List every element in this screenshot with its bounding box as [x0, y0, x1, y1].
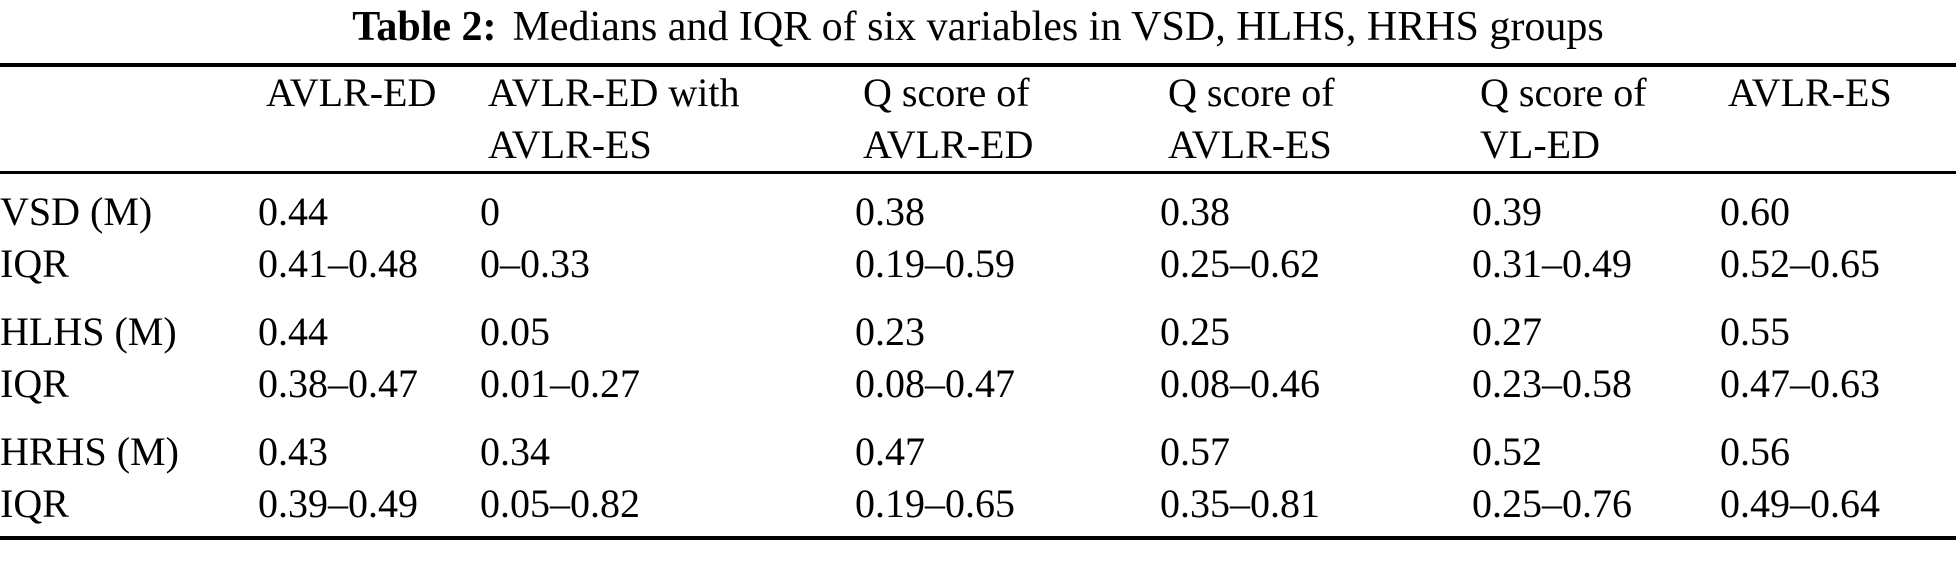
header-line2: VL-ED: [1480, 122, 1600, 167]
cell-value: 0.52–0.65: [1720, 241, 1880, 286]
row-label: HRHS (M): [0, 429, 179, 474]
cell-value: 0.44: [258, 309, 328, 354]
header-line2: AVLR-ES: [1168, 122, 1332, 167]
cell-value: 0.47–0.63: [1720, 361, 1880, 406]
cell-value: 0.38–0.47: [258, 361, 418, 406]
header-line1: AVLR-ED: [266, 70, 437, 115]
cell-value: 0.08–0.47: [855, 361, 1015, 406]
cell-value: 0.08–0.46: [1160, 361, 1320, 406]
cell-value: 0.05: [480, 309, 550, 354]
cell-value: 0.57: [1160, 429, 1230, 474]
cell-value: 0.19–0.65: [855, 481, 1015, 526]
cell-value: 0.44: [258, 189, 328, 234]
row-label: VSD (M): [0, 189, 153, 234]
cell-value: 0.38: [855, 189, 925, 234]
cell-value: 0.05–0.82: [480, 481, 640, 526]
column-header-qscore-avlr-es: Q score of AVLR-ES: [1160, 65, 1472, 174]
cell-value: 0.41–0.48: [258, 241, 418, 286]
column-header-qscore-vl-ed: Q score of VL-ED: [1472, 65, 1720, 174]
cell-value: 0.52: [1472, 429, 1542, 474]
caption-label: Table 2:: [352, 4, 497, 50]
cell-value: 0.27: [1472, 309, 1542, 354]
cell-value: 0.55: [1720, 309, 1790, 354]
table-row-vsd-iqr: IQR 0.41–0.48 0–0.33 0.19–0.59 0.25–0.62…: [0, 238, 1956, 290]
cell-value: 0–0.33: [480, 241, 590, 286]
cell-value: 0.38: [1160, 189, 1230, 234]
cell-value: 0.25: [1160, 309, 1230, 354]
table-row-vsd-median: VSD (M) 0.44 0 0.38 0.38 0.39 0.60: [0, 173, 1956, 239]
cell-value: 0.60: [1720, 189, 1790, 234]
cell-value: 0.56: [1720, 429, 1790, 474]
table-row-hlhs-median: HLHS (M) 0.44 0.05 0.23 0.25 0.27 0.55: [0, 290, 1956, 358]
header-row: AVLR-ED AVLR-ED with AVLR-ES Q score of …: [0, 65, 1956, 174]
cell-value: 0.01–0.27: [480, 361, 640, 406]
cell-value: 0.34: [480, 429, 550, 474]
cell-value: 0.43: [258, 429, 328, 474]
header-line1: AVLR-ED with: [488, 70, 740, 115]
column-header-avlr-es: AVLR-ES: [1720, 65, 1956, 174]
cell-value: 0.47: [855, 429, 925, 474]
column-header-avlr-ed: AVLR-ED: [258, 65, 480, 174]
cell-value: 0.35–0.81: [1160, 481, 1320, 526]
cell-value: 0.31–0.49: [1472, 241, 1632, 286]
column-header-qscore-avlr-ed: Q score of AVLR-ED: [855, 65, 1160, 174]
header-line2: AVLR-ES: [488, 122, 652, 167]
header-line1: AVLR-ES: [1728, 70, 1892, 115]
data-table: AVLR-ED AVLR-ED with AVLR-ES Q score of …: [0, 63, 1956, 540]
table-row-hrhs-iqr: IQR 0.39–0.49 0.05–0.82 0.19–0.65 0.35–0…: [0, 478, 1956, 538]
header-line1: Q score of: [863, 70, 1030, 115]
caption-text: Medians and IQR of six variables in VSD,…: [512, 4, 1604, 50]
cell-value: 0.23: [855, 309, 925, 354]
cell-value: 0.19–0.59: [855, 241, 1015, 286]
cell-value: 0.39: [1472, 189, 1542, 234]
cell-value: 0.39–0.49: [258, 481, 418, 526]
row-label: IQR: [0, 241, 69, 286]
header-line1: Q score of: [1168, 70, 1335, 115]
cell-value: 0.23–0.58: [1472, 361, 1632, 406]
column-header-avlr-ed-with-avlr-es: AVLR-ED with AVLR-ES: [480, 65, 855, 174]
table-row-hlhs-iqr: IQR 0.38–0.47 0.01–0.27 0.08–0.47 0.08–0…: [0, 358, 1956, 410]
cell-value: 0.25–0.76: [1472, 481, 1632, 526]
table-caption: Table 2: Medians and IQR of six variables…: [0, 0, 1956, 63]
row-label: IQR: [0, 481, 69, 526]
cell-value: 0.49–0.64: [1720, 481, 1880, 526]
row-label: IQR: [0, 361, 69, 406]
column-header-blank: [0, 65, 258, 174]
cell-value: 0.25–0.62: [1160, 241, 1320, 286]
header-line1: Q score of: [1480, 70, 1647, 115]
row-label: HLHS (M): [0, 309, 177, 354]
cell-value: 0: [480, 189, 500, 234]
table-row-hrhs-median: HRHS (M) 0.43 0.34 0.47 0.57 0.52 0.56: [0, 410, 1956, 478]
header-line2: AVLR-ED: [863, 122, 1034, 167]
